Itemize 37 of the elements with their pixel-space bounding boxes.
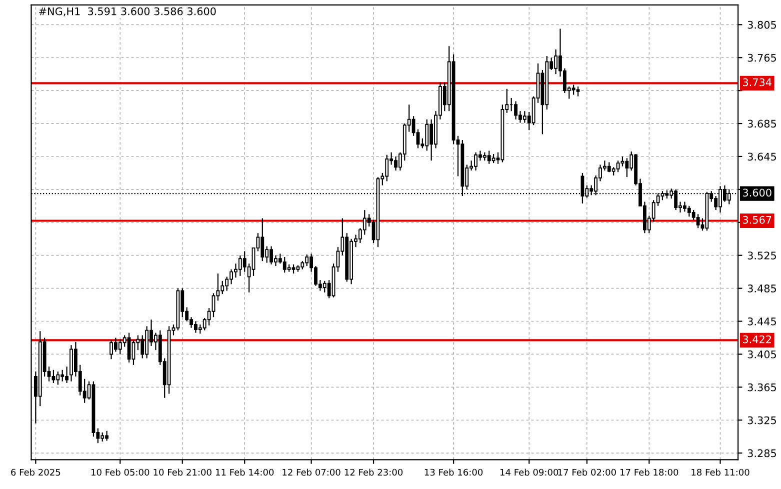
y-tick-label: 3.765 xyxy=(748,54,776,62)
x-tick-label: 17 Feb 18:00 xyxy=(620,468,678,476)
x-tick-label: 18 Feb 11:00 xyxy=(692,468,750,476)
y-tick-label: 3.485 xyxy=(748,284,776,292)
y-tick-label: 3.445 xyxy=(748,317,776,326)
x-tick-label: 10 Feb 21:00 xyxy=(154,468,212,476)
y-tick-label: 3.365 xyxy=(748,383,776,392)
y-tick-label: 3.525 xyxy=(748,252,776,260)
ref-line-label: 3.567 xyxy=(743,216,772,224)
candlestick xyxy=(616,160,620,173)
x-tick-label: 14 Feb 09:00 xyxy=(500,468,558,476)
x-tick-label: 12 Feb 07:00 xyxy=(282,468,340,476)
y-tick-label: 3.645 xyxy=(748,152,776,161)
candlestick xyxy=(492,153,496,164)
candlestick xyxy=(625,158,629,178)
x-tick-label: 17 Feb 02:00 xyxy=(558,468,616,476)
candlestick xyxy=(620,156,624,167)
chart-title: #NG,H1 3.591 3.600 3.586 3.600 xyxy=(39,7,216,16)
y-tick-label: 3.685 xyxy=(748,120,776,128)
candlestick xyxy=(212,292,216,318)
y-tick-label: 3.325 xyxy=(748,416,776,424)
x-tick-label: 6 Feb 2025 xyxy=(11,468,60,476)
y-tick-label: 3.805 xyxy=(748,20,776,29)
candlestick xyxy=(292,264,296,274)
x-tick-label: 11 Feb 14:00 xyxy=(216,468,274,476)
ref-line-label: 3.600 xyxy=(743,188,772,197)
candlestick xyxy=(572,84,576,96)
candlestick xyxy=(576,86,580,97)
x-tick-label: 12 Feb 23:00 xyxy=(344,468,403,476)
ref-line-label: 3.734 xyxy=(743,78,772,86)
candlestick xyxy=(56,370,60,386)
ref-line-label: 3.422 xyxy=(743,335,771,344)
x-tick-label: 13 Feb 16:00 xyxy=(424,468,483,476)
y-tick-label: 3.405 xyxy=(748,350,776,358)
y-tick-label: 3.285 xyxy=(748,449,776,458)
x-tick-label: 10 Feb 05:00 xyxy=(92,468,150,476)
candlestick xyxy=(696,214,700,229)
